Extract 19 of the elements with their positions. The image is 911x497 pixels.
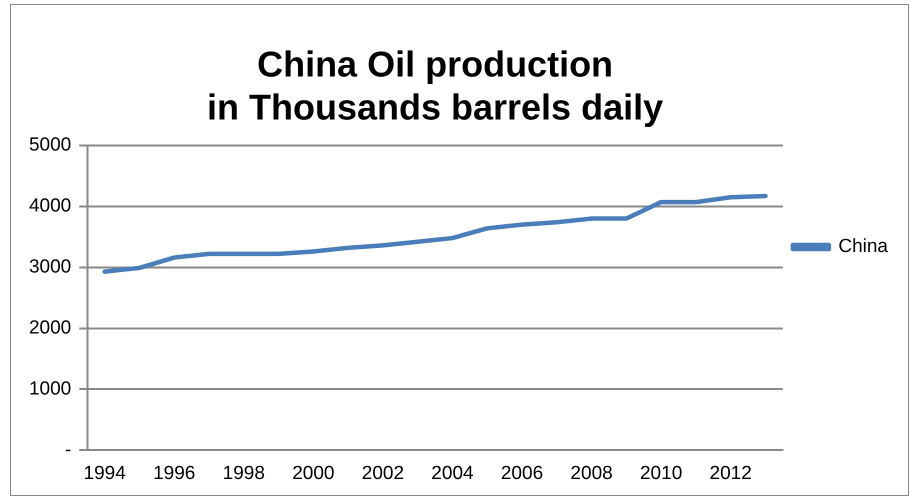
y-tick-label: 1000: [28, 378, 72, 400]
x-tick-label: 2008: [570, 462, 613, 484]
y-tick-label: 2000: [28, 318, 72, 339]
text: China Oil production: [257, 44, 614, 85]
x-tick-label: 1994: [84, 462, 126, 484]
y-tick-label: 3000: [28, 256, 72, 278]
x-tick-label: 1996: [153, 462, 196, 484]
x-tick-label: 2000: [292, 462, 334, 484]
text: in Thousands barrels daily: [207, 86, 664, 128]
y-tick-label: 4000: [28, 196, 72, 217]
x-tick-label: 2006: [500, 462, 544, 484]
x-tick-label: 2004: [431, 462, 474, 484]
x-tick-label: 2002: [362, 462, 404, 484]
y-tick-label: 5000: [28, 134, 72, 156]
y-tick-label: -: [64, 439, 72, 460]
x-tick-label: 1998: [222, 462, 265, 484]
legend-label: China: [838, 236, 888, 258]
x-tick-label: 2010: [640, 462, 682, 484]
x-tick-label: 2012: [710, 462, 752, 484]
